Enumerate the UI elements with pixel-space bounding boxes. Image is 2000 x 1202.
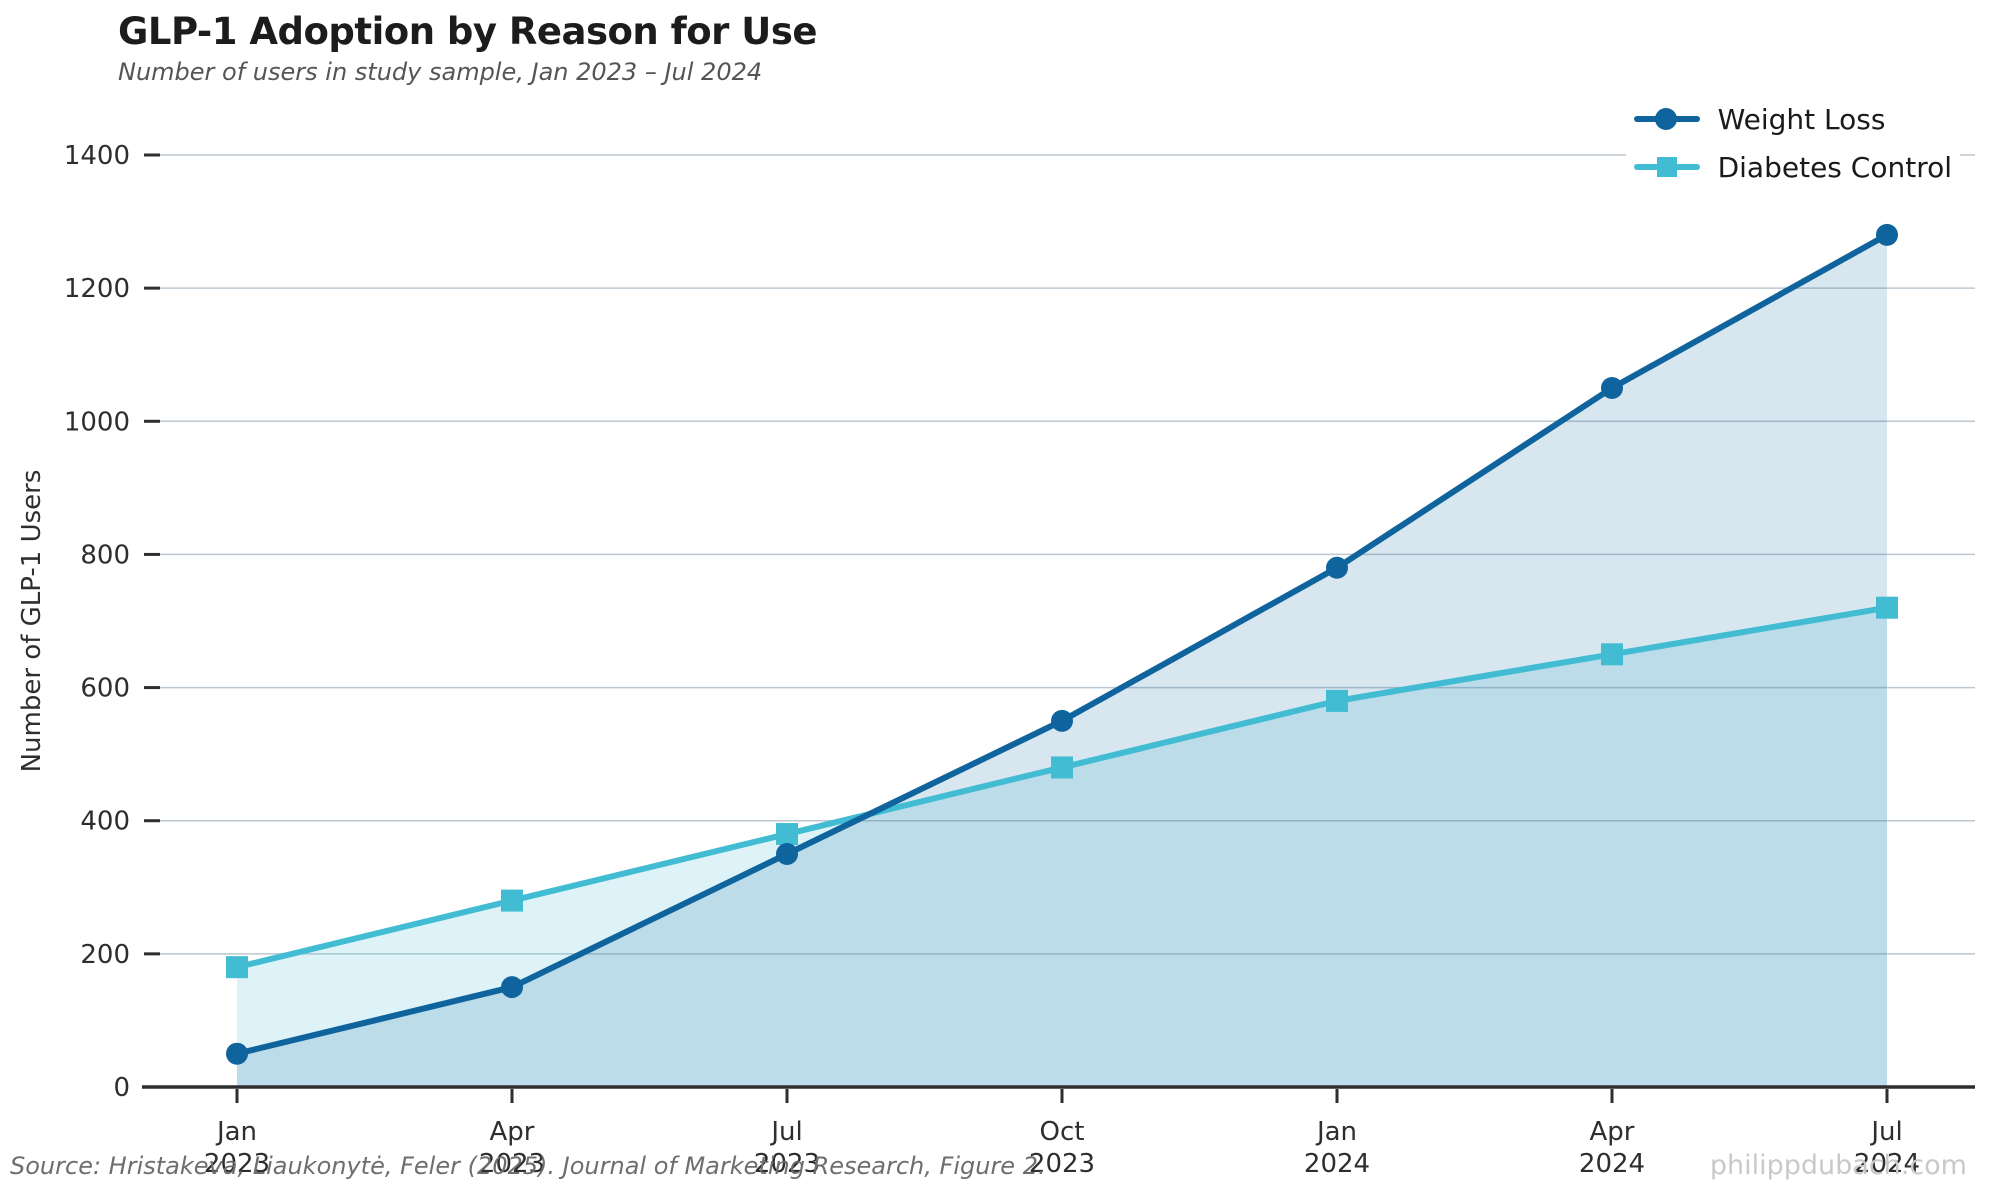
y-tick-label: 600 xyxy=(80,674,130,704)
y-tick-label: 1000 xyxy=(64,407,130,437)
x-tick-label: Jul 2023 xyxy=(754,1117,820,1179)
x-tick-label: Oct 2023 xyxy=(1029,1117,1095,1179)
source-note: Source: Hristakeva, Liaukonytė, Feler (2… xyxy=(10,1152,1046,1180)
y-tick-label: 1200 xyxy=(64,274,130,304)
weight-loss-marker xyxy=(226,1042,248,1065)
legend-label-weight-loss: Weight Loss xyxy=(1717,102,1886,136)
legend-label-diabetes-control: Diabetes Control xyxy=(1717,150,1952,184)
legend: Weight Loss Diabetes Control xyxy=(1625,96,1960,190)
diabetes-control-area xyxy=(237,607,1887,1087)
weight-loss-marker xyxy=(501,976,523,999)
y-tick-label: 800 xyxy=(80,540,130,570)
square-marker-icon xyxy=(1656,157,1677,177)
weight-loss-marker xyxy=(1601,377,1623,399)
diabetes-control-marker xyxy=(501,889,523,912)
watermark: philippdubach.com xyxy=(1709,1150,1967,1181)
diabetes-control-marker xyxy=(1876,596,1898,619)
weight-loss-swatch xyxy=(1633,106,1700,132)
y-tick-label: 0 xyxy=(113,1073,130,1103)
chart-title: GLP-1 Adoption by Reason for Use xyxy=(118,10,817,53)
weight-loss-area xyxy=(237,234,1887,1087)
y-tick-label: 400 xyxy=(80,807,130,837)
diabetes-control-marker xyxy=(1601,643,1623,666)
legend-item-weight-loss: Weight Loss xyxy=(1633,98,1952,140)
weight-loss-marker xyxy=(776,843,798,865)
y-tick-label: 1400 xyxy=(64,141,130,171)
diabetes-control-marker xyxy=(776,823,798,846)
y-axis-label: Number of GLP-1 Users xyxy=(17,470,47,773)
weight-loss-marker xyxy=(1326,556,1348,579)
weight-loss-marker xyxy=(1051,709,1073,732)
chart-header: GLP-1 Adoption by Reason for Use Number … xyxy=(118,10,817,86)
legend-item-diabetes-control: Diabetes Control xyxy=(1633,146,1952,188)
diabetes-control-swatch xyxy=(1633,154,1700,180)
x-tick-label: Jan 2024 xyxy=(1304,1117,1370,1179)
y-tick-label: 200 xyxy=(80,940,130,970)
diabetes-control-marker xyxy=(1326,689,1348,712)
chart-subtitle: Number of users in study sample, Jan 202… xyxy=(118,58,763,86)
x-tick-label: Apr 2023 xyxy=(479,1117,545,1179)
weight-loss-marker xyxy=(1876,223,1898,246)
x-tick-label: Jul 2024 xyxy=(1854,1117,1920,1179)
circle-marker-icon xyxy=(1654,108,1677,130)
diabetes-control-marker xyxy=(1051,756,1073,779)
diabetes-control-marker xyxy=(226,956,248,979)
x-tick-label: Apr 2024 xyxy=(1579,1117,1645,1179)
x-tick-label: Jan 2023 xyxy=(204,1117,270,1179)
